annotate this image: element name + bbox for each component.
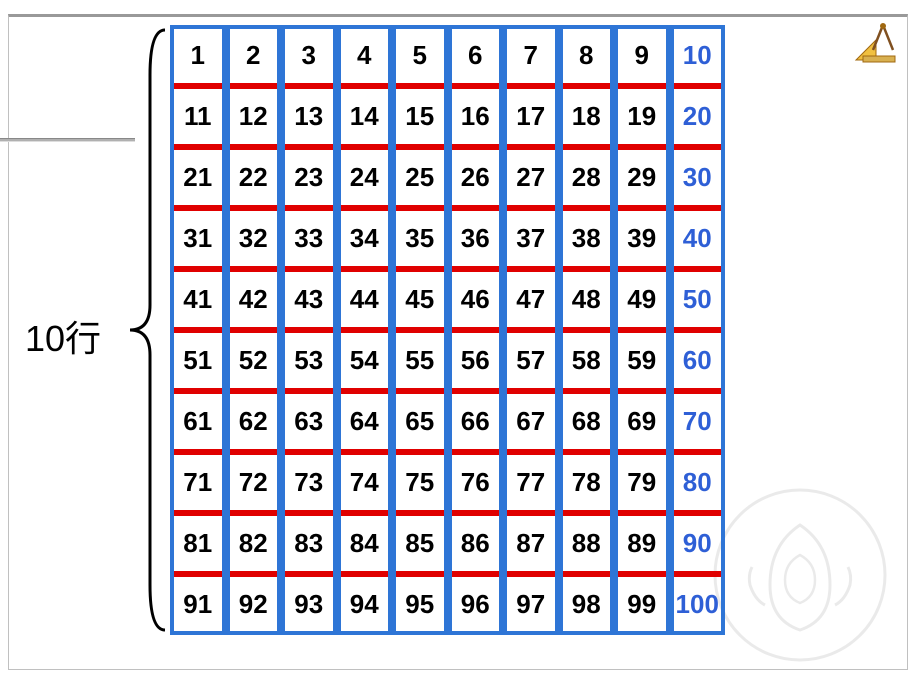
row-count-label: 10行 <box>25 310 101 362</box>
col-frame <box>614 25 670 635</box>
col-frame <box>559 25 615 635</box>
geometry-tools-icon <box>848 20 898 65</box>
hundred-chart-grid: 1234567891011121314151617181920212223242… <box>170 25 725 635</box>
col-frame <box>170 25 226 635</box>
col-frame <box>670 25 726 635</box>
horizontal-divider <box>0 138 135 142</box>
col-frame <box>337 25 393 635</box>
watermark-icon <box>710 485 890 665</box>
col-frame <box>392 25 448 635</box>
col-frame <box>503 25 559 635</box>
col-frame <box>448 25 504 635</box>
col-frame <box>226 25 282 635</box>
col-frame <box>281 25 337 635</box>
